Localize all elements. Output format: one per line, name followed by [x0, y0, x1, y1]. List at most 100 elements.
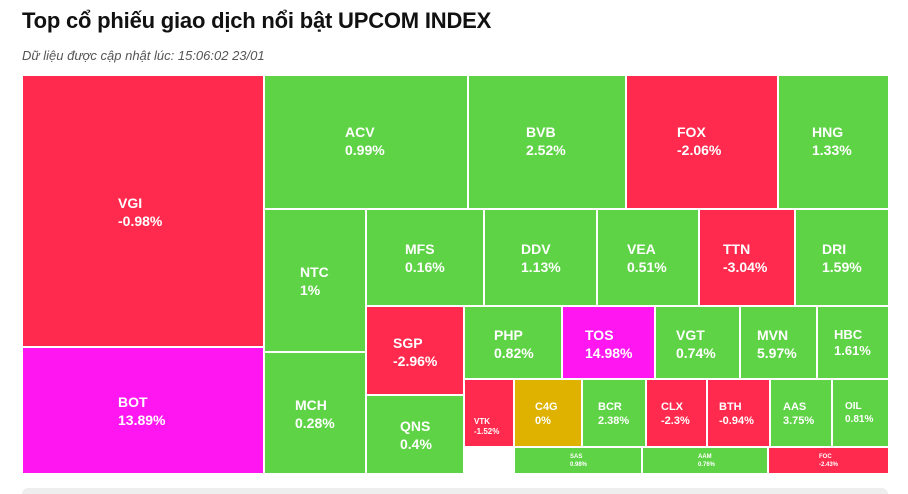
tile-symbol: BCR	[598, 401, 622, 413]
tile-change: 1.13%	[521, 258, 561, 275]
tile-symbol: SGP	[393, 335, 423, 351]
treemap-tile-qns[interactable]: QNS 0.4%	[366, 395, 464, 474]
treemap-tile-bcr[interactable]: BCR 2.38%	[582, 379, 646, 447]
treemap-tile-bvb[interactable]: BVB 2.52%	[468, 75, 626, 209]
tile-symbol: HNG	[812, 124, 844, 140]
tile-symbol: DDV	[521, 241, 551, 257]
page-title: Top cổ phiếu giao dịch nổi bật UPCOM IND…	[22, 8, 492, 33]
bottom-divider	[22, 488, 888, 494]
treemap-tile-ddv[interactable]: DDV 1.13%	[484, 209, 597, 306]
treemap-tile-sgp[interactable]: SGP -2.96%	[366, 306, 464, 395]
tile-symbol: QNS	[400, 418, 431, 434]
tile-symbol: ACV	[345, 124, 375, 140]
treemap-tile-aas[interactable]: AAS 3.75%	[770, 379, 832, 447]
tile-symbol: BTH	[719, 401, 742, 413]
treemap-tile-vgt[interactable]: VGT 0.74%	[655, 306, 740, 379]
tile-label: BOT 13.89%	[118, 394, 165, 429]
tile-label: MFS 0.16%	[405, 241, 445, 276]
tile-symbol: OIL	[845, 401, 862, 412]
treemap-tile-bth[interactable]: BTH -0.94%	[707, 379, 770, 447]
tile-change: -0.94%	[719, 414, 754, 427]
tile-symbol: BVB	[526, 124, 556, 140]
tile-change: 0.74%	[676, 344, 716, 361]
tile-symbol: DRI	[822, 241, 847, 257]
treemap-tile-oil[interactable]: OIL 0.81%	[832, 379, 889, 447]
tile-symbol: SAS	[570, 454, 583, 460]
tile-symbol: VGT	[676, 327, 705, 343]
treemap-tile-mvn[interactable]: MVN 5.97%	[740, 306, 817, 379]
tile-change: 0.16%	[405, 258, 445, 275]
tile-symbol: MFS	[405, 241, 435, 257]
treemap-tile-clx[interactable]: CLX -2.3%	[646, 379, 707, 447]
tile-change: 0.98%	[570, 461, 588, 468]
treemap-tile-c4g[interactable]: C4G 0%	[514, 379, 582, 447]
tile-label: SAS 0.98%	[570, 454, 587, 469]
tile-symbol: FOX	[677, 124, 706, 140]
treemap-tile-bot[interactable]: BOT 13.89%	[22, 347, 264, 474]
tile-symbol: AAM	[698, 454, 712, 460]
treemap-tile-vea[interactable]: VEA 0.51%	[597, 209, 699, 306]
tile-label: VGI -0.98%	[118, 195, 162, 230]
tile-label: HNG 1.33%	[812, 124, 852, 159]
tile-change: 1.33%	[812, 141, 852, 158]
tile-label: PHP 0.82%	[494, 327, 534, 362]
tile-change: 2.52%	[526, 141, 566, 158]
tile-label: BVB 2.52%	[526, 124, 566, 159]
treemap-tile-tos[interactable]: TOS 14.98%	[562, 306, 655, 379]
tile-change: -2.96%	[393, 352, 438, 369]
treemap-tile-hbc[interactable]: HBC 1.61%	[817, 306, 889, 379]
tile-label: CLX -2.3%	[661, 401, 690, 429]
treemap-tile-acv[interactable]: ACV 0.99%	[264, 75, 468, 209]
tile-change: 0.4%	[400, 435, 432, 452]
treemap-tile-php[interactable]: PHP 0.82%	[464, 306, 562, 379]
tile-symbol: NTC	[300, 264, 329, 280]
tile-symbol: HBC	[834, 327, 863, 342]
tile-label: BTH -0.94%	[719, 401, 754, 429]
tile-symbol: PHP	[494, 327, 523, 343]
tile-change: -2.43%	[819, 461, 839, 468]
tile-change: 1.61%	[834, 343, 871, 359]
tile-change: 0.28%	[295, 414, 335, 431]
tile-change: -1.52%	[474, 427, 500, 436]
treemap-tile-vgi[interactable]: VGI -0.98%	[22, 75, 264, 347]
tile-change: 0%	[535, 414, 551, 427]
treemap-tile-sas[interactable]: SAS 0.98%	[514, 447, 642, 474]
treemap-tile-hng[interactable]: HNG 1.33%	[778, 75, 889, 209]
tile-change: 0.81%	[845, 413, 874, 425]
tile-symbol: TTN	[723, 241, 751, 257]
treemap-tile-ntc[interactable]: NTC 1%	[264, 209, 366, 352]
tile-label: MCH 0.28%	[295, 397, 335, 432]
treemap-tile-foc[interactable]: FOC -2.43%	[768, 447, 889, 474]
tile-change: 0.99%	[345, 141, 385, 158]
tile-symbol: MCH	[295, 397, 327, 413]
last-updated-label: Dữ liệu được cập nhật lúc: 15:06:02 23/0…	[22, 48, 265, 63]
tile-change: 2.38%	[598, 414, 630, 427]
tile-change: 3.75%	[783, 414, 815, 427]
tile-symbol: C4G	[535, 401, 558, 413]
tile-symbol: VTK	[474, 417, 490, 426]
treemap-tile-fox[interactable]: FOX -2.06%	[626, 75, 778, 209]
tile-label: QNS 0.4%	[400, 418, 432, 453]
tile-label: FOC -2.43%	[819, 454, 838, 469]
treemap-tile-vtk[interactable]: VTK -1.52%	[464, 379, 514, 447]
tile-symbol: TOS	[585, 327, 614, 343]
tile-symbol: VEA	[627, 241, 656, 257]
treemap-tile-mfs[interactable]: MFS 0.16%	[366, 209, 484, 306]
treemap-tile-mch[interactable]: MCH 0.28%	[264, 352, 366, 474]
tile-label: VEA 0.51%	[627, 241, 667, 276]
tile-label: HBC 1.61%	[834, 327, 871, 360]
tile-change: 0.51%	[627, 258, 667, 275]
tile-change: 1.59%	[822, 258, 862, 275]
tile-change: 1%	[300, 281, 321, 298]
tile-symbol: CLX	[661, 401, 683, 413]
tile-change: 13.89%	[118, 411, 166, 428]
tile-change: 0.82%	[494, 344, 534, 361]
treemap-tile-ttn[interactable]: TTN -3.04%	[699, 209, 795, 306]
treemap-tile-aam[interactable]: AAM 0.76%	[642, 447, 768, 474]
treemap-tile-dri[interactable]: DRI 1.59%	[795, 209, 889, 306]
tile-symbol: MVN	[757, 327, 789, 343]
tile-label: ACV 0.99%	[345, 124, 385, 159]
tile-label: DDV 1.13%	[521, 241, 561, 276]
tile-change: -2.3%	[661, 414, 690, 427]
